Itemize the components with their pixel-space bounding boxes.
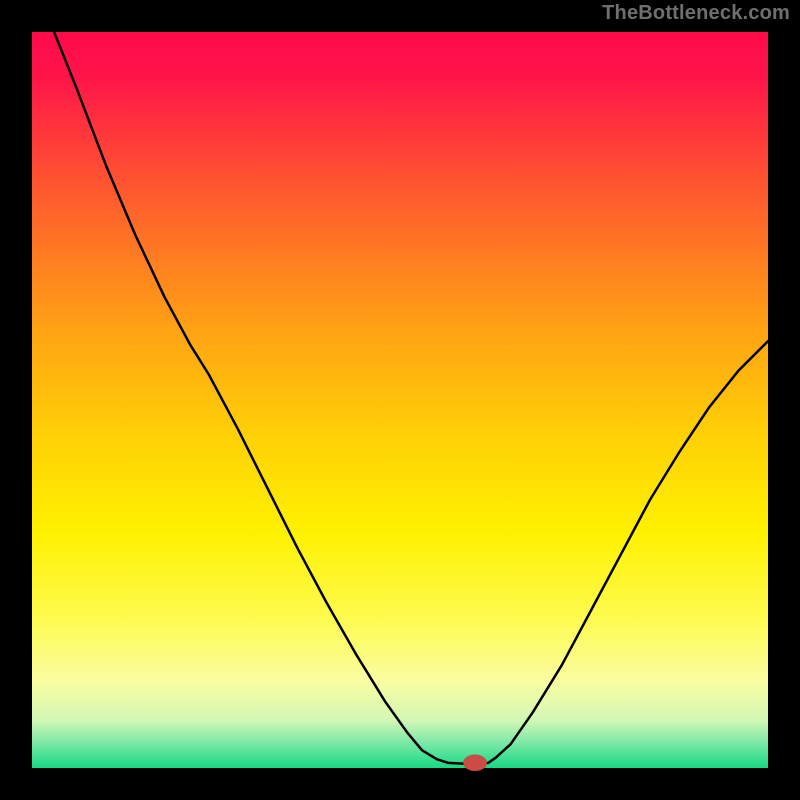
optimal-marker: [463, 755, 487, 771]
plot-area: [32, 32, 768, 768]
curve-layer: [32, 32, 768, 768]
watermark-text: TheBottleneck.com: [602, 2, 790, 25]
chart-frame: TheBottleneck.com: [0, 0, 800, 800]
bottleneck-curve: [54, 32, 768, 764]
